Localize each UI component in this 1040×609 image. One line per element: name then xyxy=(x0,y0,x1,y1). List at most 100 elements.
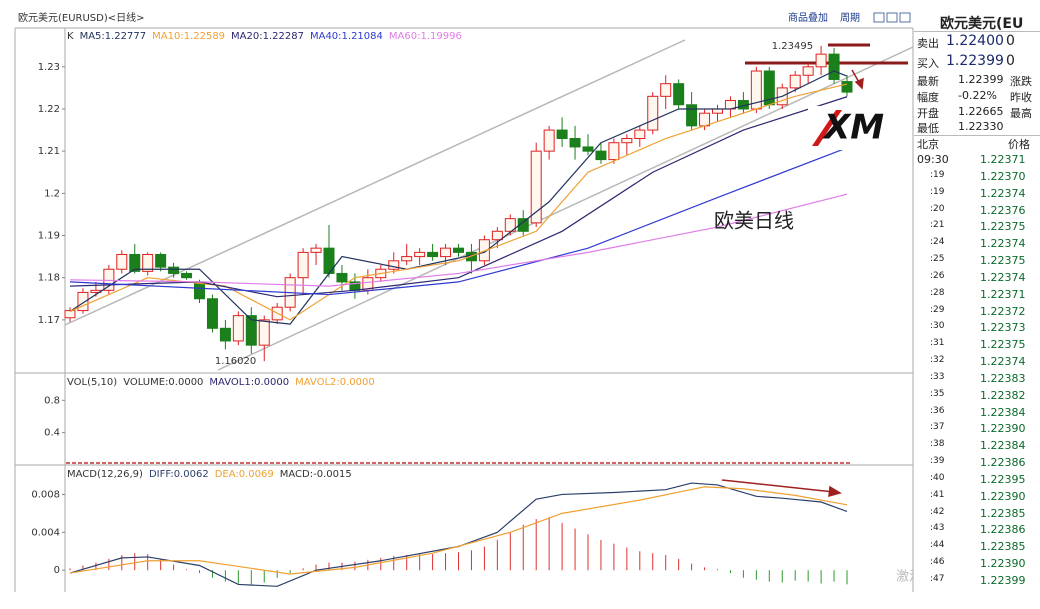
tick-time: :43 xyxy=(930,523,945,534)
tick-price: 1.22375 xyxy=(980,338,1026,352)
legend-entry: K xyxy=(67,31,74,42)
legend-entry: MAVOL1:0.0000 xyxy=(209,377,289,388)
tick-time: :26 xyxy=(930,270,945,281)
candle-body xyxy=(660,83,672,97)
candle-body xyxy=(699,112,711,127)
candle-body xyxy=(517,218,529,232)
y-tick-label: 1.22 xyxy=(38,104,60,115)
quote-panel: 欧元美元(EU 卖出 1.22400 0 买入 1.22399 0 最新 1.22399 涨跌 幅度… xyxy=(914,0,1040,609)
y-tick-label: 1.19 xyxy=(38,231,60,242)
logo: XM xyxy=(822,108,884,148)
quote-value: 1.22400 xyxy=(946,33,1004,49)
tick-price: 1.22371 xyxy=(980,153,1026,166)
candle-body xyxy=(206,298,218,329)
price-annotation: 1.16020 xyxy=(215,356,256,367)
candle-body xyxy=(194,281,205,300)
overlay-button[interactable]: 商品叠加 xyxy=(788,11,828,24)
separator xyxy=(914,135,1040,136)
candle-body xyxy=(543,129,555,152)
y-tick-label: 1.18 xyxy=(38,273,60,284)
legend-entry: DIFF:0.0062 xyxy=(149,469,209,480)
legend-entry: VOL(5,10) xyxy=(67,377,117,388)
legend-entry: MA5:1.22777 xyxy=(80,31,147,42)
logo-slash xyxy=(812,110,842,146)
tick-price: 1.22390 xyxy=(980,489,1026,503)
quote-title: 欧元美元(EU xyxy=(940,16,1024,32)
y-tick-label: 0.008 xyxy=(31,489,60,500)
candle-body xyxy=(168,266,180,274)
ma-line xyxy=(69,193,848,287)
tick-price: 1.22386 xyxy=(980,456,1026,470)
candle-body xyxy=(673,83,685,106)
tick-time: :41 xyxy=(930,489,945,500)
tick-time: :33 xyxy=(930,371,945,382)
toolbar-icons[interactable] xyxy=(873,12,911,23)
candle-body xyxy=(815,53,827,68)
candle-body xyxy=(245,315,257,346)
tick-price: 1.22372 xyxy=(980,304,1026,318)
period-button[interactable]: 周期 xyxy=(840,12,860,24)
tick-price: 1.22385 xyxy=(980,506,1026,520)
tick-price: 1.22395 xyxy=(980,472,1026,486)
candle-body xyxy=(647,95,659,131)
quote-label: 最新 xyxy=(917,75,939,88)
tick-price: 1.22374 xyxy=(980,270,1026,284)
candle-body xyxy=(621,138,633,144)
tick-time: :35 xyxy=(930,388,945,399)
quote-value: 1.22665 xyxy=(958,105,1004,118)
tick-price: 1.22384 xyxy=(980,405,1026,419)
price-annotation: 1.23495 xyxy=(772,41,813,52)
candle-body xyxy=(802,66,814,76)
candle-body xyxy=(608,142,620,161)
tick-time: :29 xyxy=(930,304,945,315)
arrows xyxy=(721,69,864,498)
tick-time: :37 xyxy=(930,422,945,433)
ma-line xyxy=(69,70,848,325)
trend-lines xyxy=(64,39,914,371)
y-tick-label: 0 xyxy=(54,565,60,576)
candle-body xyxy=(556,129,568,140)
candle-body xyxy=(129,253,141,272)
tick-price: 1.22375 xyxy=(980,254,1026,268)
tick-price: 1.22383 xyxy=(980,371,1026,385)
candle-body xyxy=(336,272,348,283)
candle-body xyxy=(258,319,270,346)
quote-label: 开盘 xyxy=(917,107,939,120)
candle-body xyxy=(491,230,503,241)
tick-price: 1.22399 xyxy=(980,573,1026,587)
legend-entry: MA40:1.21084 xyxy=(310,31,383,42)
frame xyxy=(14,27,914,592)
quote-value: -0.22% xyxy=(958,89,997,102)
candle-body xyxy=(232,315,244,342)
candle-body xyxy=(116,253,128,270)
tick-time: :46 xyxy=(930,557,945,568)
symbol-title: 欧元美元(EURUSD)<日线> xyxy=(18,11,145,24)
y-tick-label: 1.2 xyxy=(44,188,60,199)
tick-time: :38 xyxy=(930,439,945,450)
chart-note: 欧美日线 xyxy=(714,209,794,233)
y-tick-label: 1.23 xyxy=(38,62,60,73)
tick-time: :24 xyxy=(930,237,945,248)
candle-body xyxy=(789,74,801,89)
tick-price: 1.22385 xyxy=(980,540,1026,554)
chart: 欧元美元(EURUSD)<日线> 商品叠加 周期 1.17 1.18 1.19 1.2… xyxy=(14,11,914,592)
diff-line xyxy=(69,482,848,587)
candle-body xyxy=(478,239,490,262)
tick-time: :19 xyxy=(930,186,945,197)
legend-entry: MA10:1.22589 xyxy=(152,31,225,42)
tick-price: 1.22386 xyxy=(980,523,1026,537)
separator xyxy=(914,31,1040,32)
candle-body xyxy=(181,272,193,279)
watermark: 激活 Windows xyxy=(896,570,914,585)
tick-price: 1.22374 xyxy=(980,237,1026,251)
tick-header-price: 价格 xyxy=(1008,138,1030,151)
tick-price: 1.22374 xyxy=(980,186,1026,200)
legend-entry: MACD:-0.0015 xyxy=(280,469,352,480)
candle-body xyxy=(530,150,542,224)
ma-line xyxy=(69,147,848,296)
legend-entry: VOLUME:0.0000 xyxy=(123,377,203,388)
tick-time: :36 xyxy=(930,405,945,416)
dea-line xyxy=(69,486,848,575)
legend-entry: MAVOL2:0.0000 xyxy=(295,377,375,388)
quote-extra: 0 xyxy=(1006,33,1015,49)
